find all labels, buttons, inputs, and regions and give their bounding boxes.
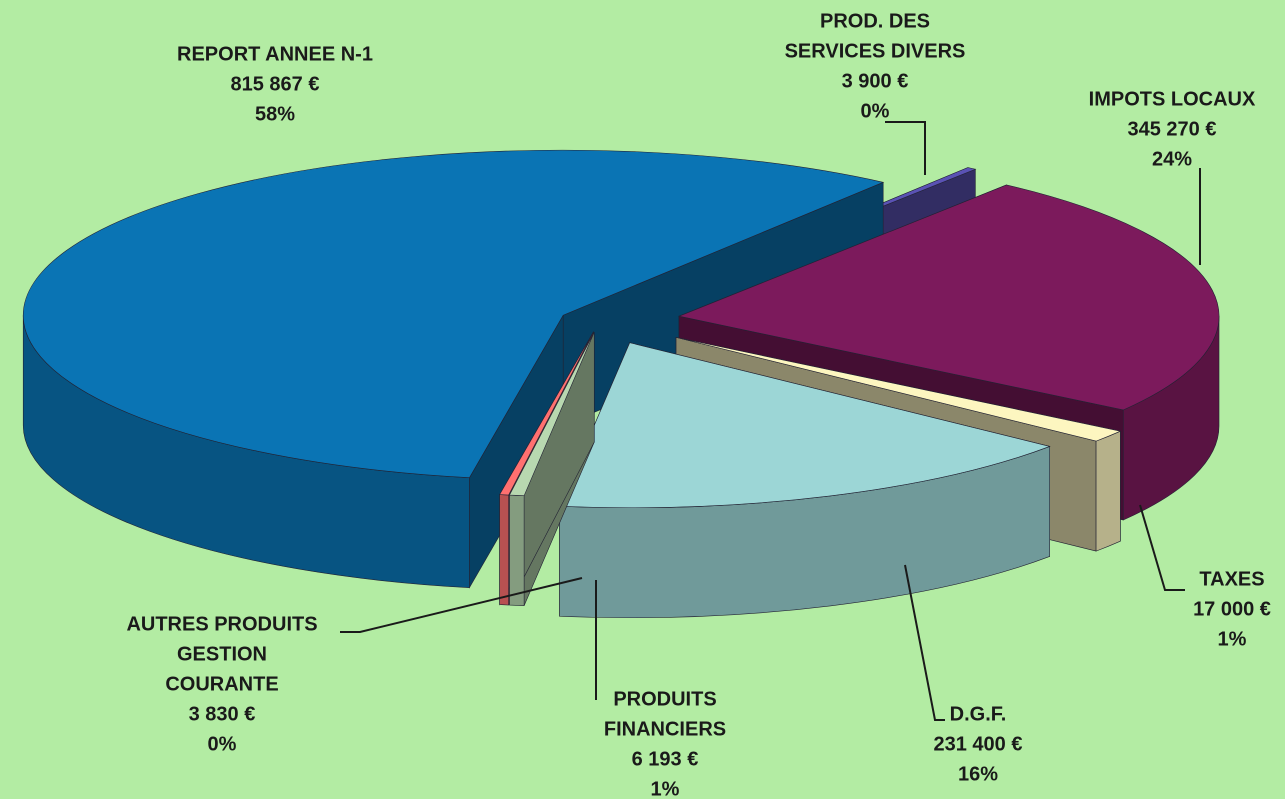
percent-label: 0% bbox=[208, 733, 237, 755]
percent-label: 1% bbox=[1218, 628, 1247, 650]
percent-label: 1% bbox=[651, 778, 680, 799]
slice bbox=[499, 331, 594, 496]
slice-label: FINANCIERS bbox=[604, 718, 726, 740]
percent-label: 16% bbox=[958, 763, 998, 785]
slice-label: REPORT ANNEE N-1 bbox=[177, 43, 373, 65]
slice-wall bbox=[1095, 430, 1121, 552]
slice-label: AUTRES PRODUITS bbox=[126, 613, 317, 635]
value-label: 3 900 € bbox=[842, 70, 909, 92]
leader-line bbox=[340, 577, 583, 633]
value-label: 3 830 € bbox=[189, 703, 256, 725]
percent-label: 0% bbox=[861, 100, 890, 122]
slice-label: PRODUITS bbox=[613, 688, 716, 710]
slice bbox=[22, 149, 885, 478]
value-label: 6 193 € bbox=[632, 748, 699, 770]
pie bbox=[22, 149, 1220, 618]
value-label: 345 270 € bbox=[1128, 118, 1217, 140]
percent-label: 58% bbox=[255, 103, 295, 125]
leader-line bbox=[904, 564, 945, 721]
percent-label: 24% bbox=[1152, 148, 1192, 170]
slice-wall bbox=[509, 494, 525, 607]
slice-label: PROD. DES bbox=[820, 10, 930, 32]
slice bbox=[677, 184, 1220, 411]
slice bbox=[509, 331, 595, 497]
labels: REPORT ANNEE N-1 815 867 € 58% PROD. DES SER… bbox=[126, 10, 1270, 799]
leader-line bbox=[885, 121, 926, 175]
slice-label: COURANTE bbox=[165, 673, 278, 695]
value-label: 815 867 € bbox=[231, 73, 320, 95]
leader-line bbox=[1139, 504, 1185, 591]
slice-label: GESTION bbox=[177, 643, 267, 665]
slice-wall bbox=[499, 494, 509, 606]
slice-label: SERVICES DIVERS bbox=[785, 40, 966, 62]
slice-label: D.G.F. bbox=[950, 703, 1007, 725]
slice bbox=[676, 337, 1122, 442]
slice-label: IMPOTS LOCAUX bbox=[1089, 88, 1256, 110]
slice bbox=[559, 342, 1051, 508]
value-label: 17 000 € bbox=[1193, 598, 1271, 620]
value-label: 231 400 € bbox=[934, 733, 1023, 755]
slice-label: TAXES bbox=[1199, 568, 1264, 590]
